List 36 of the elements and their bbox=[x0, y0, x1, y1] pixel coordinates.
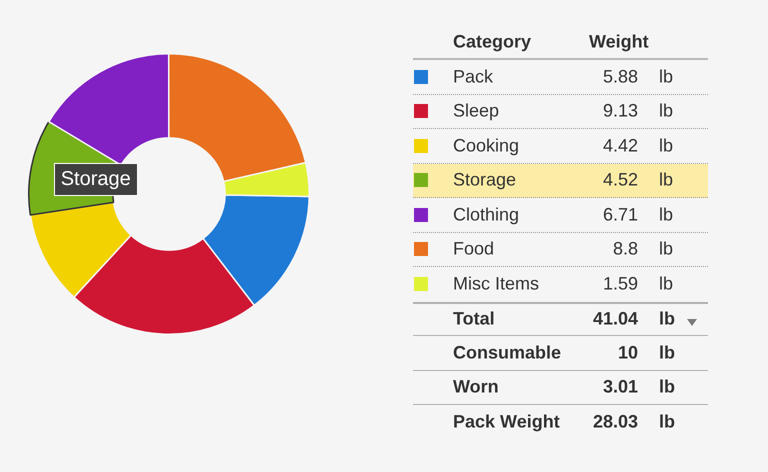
text: 41.04 bbox=[592, 308, 638, 330]
legend-title: Category bbox=[453, 31, 532, 52]
text: lb bbox=[659, 308, 675, 329]
text: Consumable bbox=[453, 342, 562, 364]
data-label: 1.59 bbox=[602, 274, 638, 295]
text: 3.01 bbox=[602, 376, 638, 398]
legend-label: Misc Items bbox=[453, 274, 540, 295]
data-label: 9.13 bbox=[602, 100, 638, 122]
legend-label: Sleep bbox=[453, 100, 500, 122]
text: lb bbox=[659, 412, 675, 432]
data-label: 8.8 bbox=[612, 238, 638, 260]
text: lb bbox=[659, 238, 674, 259]
text: lb bbox=[659, 376, 675, 397]
legend-label: Food bbox=[453, 238, 494, 260]
text: lb bbox=[659, 342, 675, 362]
data-label: 4.42 bbox=[602, 135, 638, 156]
text: 28.03 bbox=[592, 412, 638, 433]
text: Worn bbox=[453, 376, 499, 398]
text: Weight bbox=[589, 31, 649, 52]
data-label: 4.52 bbox=[602, 170, 638, 191]
legend-label: Pack bbox=[453, 66, 494, 88]
legend-label: Cooking bbox=[453, 135, 520, 156]
legend-label: Clothing bbox=[453, 204, 520, 226]
text: lb bbox=[659, 274, 674, 294]
legend-label: Storage bbox=[453, 170, 516, 191]
data-label: 5.88 bbox=[602, 66, 638, 88]
text: lb bbox=[659, 135, 674, 156]
text: Storage bbox=[60, 168, 131, 190]
text: 10 bbox=[618, 342, 638, 364]
text: lb bbox=[659, 100, 674, 121]
text: lb bbox=[659, 66, 674, 88]
text: Pack Weight bbox=[453, 412, 560, 433]
data-label: 6.71 bbox=[602, 204, 638, 226]
text: Total bbox=[453, 308, 495, 330]
text: lb bbox=[659, 204, 674, 224]
text: lb bbox=[659, 170, 674, 190]
